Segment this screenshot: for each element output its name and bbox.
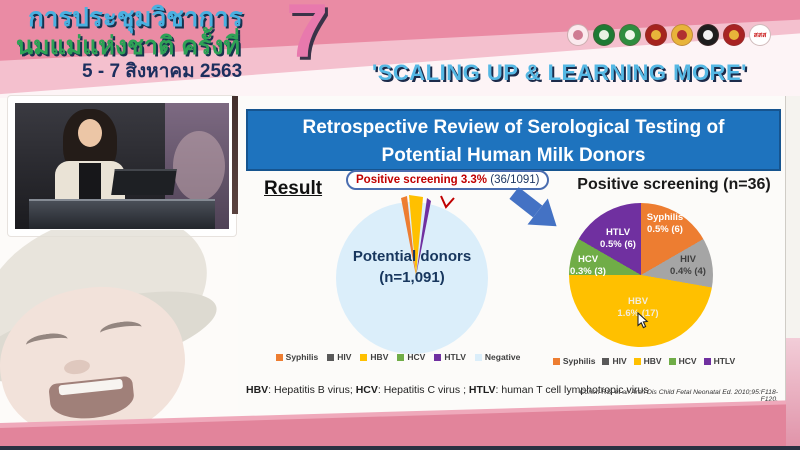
callout-pointer-icon	[440, 195, 455, 209]
slide-title-line1: Retrospective Review of Serological Test…	[302, 117, 725, 138]
legend-item: HIV	[602, 356, 627, 366]
red-emblem-logo-icon	[723, 24, 745, 46]
presenter-top	[79, 163, 101, 207]
logo-dot	[677, 30, 687, 40]
baby-photo-background	[0, 230, 238, 426]
positive-screening-callout: Positive screening 3.3% (36/1091)	[346, 170, 550, 190]
legend-swatch	[327, 353, 335, 361]
legend-item: HBV	[633, 356, 662, 366]
logo-dot	[573, 30, 583, 40]
black-emblem-logo-icon	[697, 24, 719, 46]
footnote: HBV: Hepatitis B virus; HCV: Hepatitis C…	[246, 384, 649, 396]
presenter-face	[78, 119, 102, 147]
royal-emblem-logo-icon	[645, 24, 667, 46]
bottom-pink-band	[0, 400, 800, 450]
slice-label-hiv: HIV 0.4% (4)	[670, 254, 706, 277]
donors-pie-label-line1: Potential donors	[352, 248, 472, 265]
legend-swatch	[275, 353, 283, 361]
conference-tagline: 'SCALING UP & LEARNING MORE'	[372, 60, 747, 85]
conference-title-line2: นมแม่แห่งชาติ ครั้งที่	[16, 32, 240, 61]
legend-item: Syphilis	[552, 356, 595, 366]
legend-item: HIV	[327, 352, 351, 362]
logo-dot	[729, 30, 739, 40]
citation: Cohen RS, et al. Arch Dis Child Fetal Ne…	[579, 389, 778, 403]
bottom-navy-line	[0, 446, 800, 450]
podium	[29, 199, 215, 229]
sponsor-logos: สสส	[567, 24, 771, 46]
logo-dot	[703, 30, 713, 40]
right-edge-pink	[786, 338, 800, 450]
edition-number: 7	[286, 0, 329, 74]
slice-label-htlv: HTLV 0.5% (6)	[600, 227, 636, 250]
legend-swatch	[703, 357, 711, 365]
legend-item: HCV	[668, 356, 697, 366]
callout-detail: (36/1091)	[490, 174, 540, 186]
conference-title-block: การประชุมวิชาการ นมแม่แห่งชาติ ครั้งที่ …	[16, 2, 243, 82]
laptop	[111, 169, 177, 195]
donors-pie-label: Potential donors (n=1,091)	[322, 246, 502, 288]
donors-pie-label-line2: (n=1,091)	[379, 269, 445, 286]
conference-header: การประชุมวิชาการ นมแม่แห่งชาติ ครั้งที่ …	[0, 0, 800, 98]
legend-item: HCV	[397, 352, 425, 362]
positive-sliver-exploded-slice	[401, 195, 431, 276]
legend-item: HBV	[360, 352, 388, 362]
legend-item: Negative	[474, 352, 520, 362]
legend-swatch	[668, 357, 676, 365]
slide-panel: Retrospective Review of Serological Test…	[238, 96, 786, 450]
legend-swatch	[552, 357, 560, 365]
donors-pie-legend: Syphilis HIV HBV HCV HTLV Negative	[258, 352, 538, 362]
green-caduceus-logo-icon	[593, 24, 615, 46]
screen-baby-image	[173, 131, 225, 201]
logo-dot	[651, 30, 661, 40]
positive-pie-legend: Syphilis HIV HBV HCV HTLV	[552, 356, 735, 366]
presenter-video-feed	[8, 96, 236, 236]
green-caduceus-logo-icon	[619, 24, 641, 46]
arrow-icon	[509, 187, 557, 227]
thai-health-sss-logo-icon: สสส	[749, 24, 771, 46]
slide-title-line2: Potential Human Milk Donors	[381, 144, 646, 166]
slide-title-banner: Retrospective Review of Serological Test…	[246, 109, 781, 171]
slice-label-hcv: HCV 0.3% (3)	[570, 254, 606, 277]
mother-child-foundation-logo-icon	[567, 24, 589, 46]
result-heading: Result	[264, 178, 323, 199]
background-gap	[232, 96, 240, 214]
right-edge-strip	[786, 96, 800, 450]
legend-swatch	[633, 357, 641, 365]
royal-college-logo-icon	[671, 24, 693, 46]
slice-label-syphilis: Syphilis 0.5% (6)	[646, 212, 684, 235]
positive-pie-title: Positive screening (n=36)	[577, 176, 771, 193]
conference-date: 5 - 7 สิงหาคม 2563	[82, 60, 243, 82]
legend-swatch	[602, 357, 610, 365]
legend-swatch	[360, 353, 368, 361]
conference-title-line1: การประชุมวิชาการ	[28, 2, 243, 32]
legend-swatch	[474, 353, 482, 361]
mouse-cursor-icon	[637, 312, 649, 329]
legend-swatch	[397, 353, 405, 361]
legend-item: HTLV	[703, 356, 735, 366]
legend-item: Syphilis	[275, 352, 318, 362]
legend-item: HTLV	[434, 352, 466, 362]
callout-highlight: Positive screening 3.3%	[356, 174, 488, 186]
stage-scene	[15, 103, 229, 229]
logo-dot	[599, 30, 609, 40]
legend-swatch	[434, 353, 442, 361]
logo-dot	[625, 30, 635, 40]
